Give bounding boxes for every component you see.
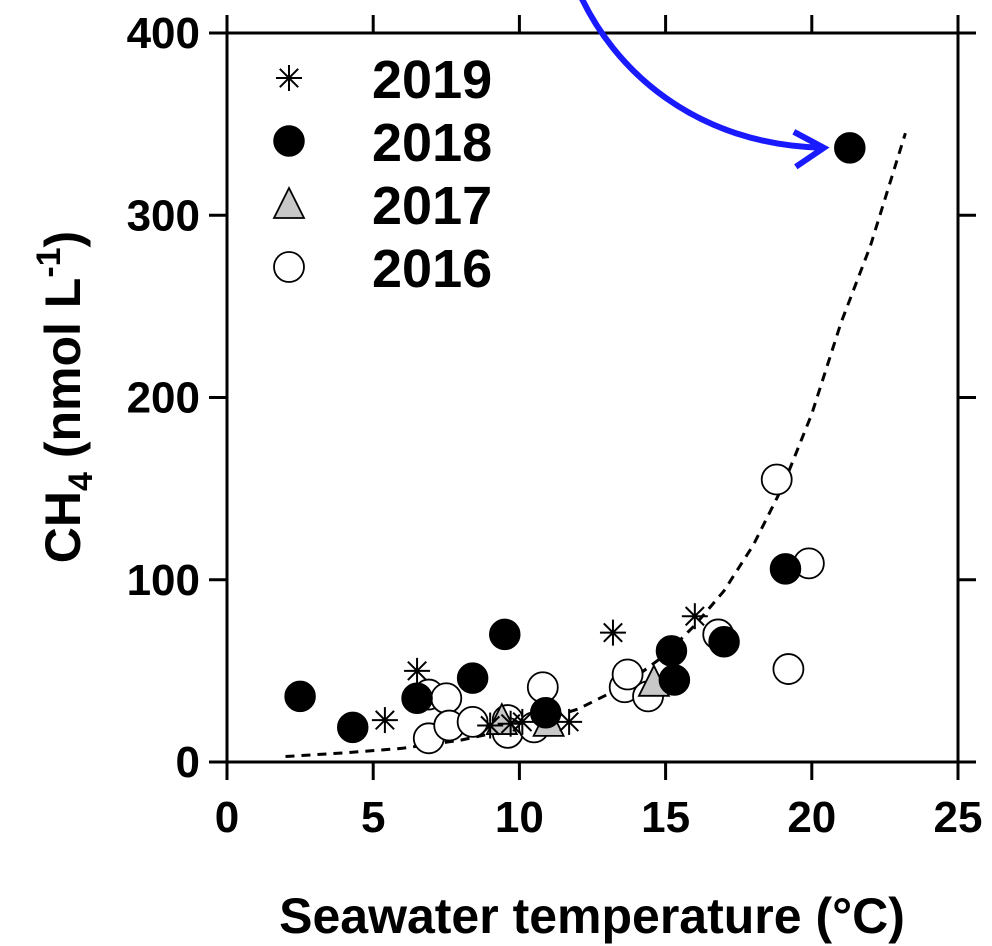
legend-label: 2017 <box>372 176 492 236</box>
legend-label: 2016 <box>372 239 492 299</box>
point-open-circle-shape <box>760 463 793 496</box>
point-asterisk <box>556 708 583 735</box>
point-asterisk-stroke <box>559 712 580 732</box>
x-tick-label: 0 <box>215 793 239 842</box>
point-filled-circle <box>336 711 369 744</box>
point-asterisk <box>599 619 626 646</box>
point-filled-circle-shape <box>284 680 316 713</box>
x-tick-label: 15 <box>641 793 690 842</box>
point-asterisk-stroke <box>684 606 705 627</box>
x-tick-label: 5 <box>361 793 385 842</box>
point-filled-circle <box>401 682 433 714</box>
point-filled-circle <box>658 664 691 696</box>
point-asterisk <box>371 707 398 734</box>
legend-marker-2018 <box>273 125 305 157</box>
point-filled-circle-shape <box>655 635 688 667</box>
point-filled-circle <box>655 635 688 667</box>
point-filled-circle <box>708 625 740 658</box>
point-filled-circle <box>456 662 489 694</box>
tick-labels: 0 5 10 15 20 25 0 100 200 300 400 <box>127 9 983 842</box>
legend-marker-2016 <box>273 251 305 283</box>
point-open-circle <box>760 463 793 496</box>
point-filled-circle-shape <box>401 682 433 714</box>
annotation-layer <box>579 0 830 170</box>
y-tick-label: 400 <box>127 9 200 58</box>
point-filled-circle <box>284 680 316 713</box>
point-filled-circle-shape <box>336 711 369 744</box>
axes <box>209 15 976 780</box>
point-gray-triangle-shape <box>485 702 519 735</box>
point-filled-circle-shape <box>658 664 691 696</box>
legend-marker-2018-shape <box>273 125 305 157</box>
point-asterisk-stroke <box>512 712 533 732</box>
point-asterisk-stroke <box>480 715 501 736</box>
y-axis-title-close: ) <box>35 231 91 248</box>
y-tick-label: 200 <box>127 374 200 423</box>
y-axis-title-unit: (nmol L <box>35 278 91 472</box>
x-tick-label: 25 <box>934 793 983 842</box>
point-open-circle-shape <box>611 658 644 691</box>
data-points <box>284 132 866 755</box>
point-filled-circle <box>769 553 802 585</box>
legend-marker-2019 <box>276 65 302 91</box>
point-asterisk <box>477 712 504 739</box>
point-asterisk-stroke <box>407 660 427 681</box>
legend-label: 2019 <box>372 50 492 110</box>
point-asterisk-stroke <box>603 622 623 643</box>
point-open-circle <box>772 653 805 685</box>
y-axis-title: CH4 (nmol L-1) <box>30 231 100 563</box>
x-tick-label: 10 <box>495 793 544 842</box>
point-asterisk <box>404 657 431 684</box>
point-filled-circle-shape <box>529 697 562 729</box>
point-open-circle-shape <box>430 682 463 715</box>
y-axis-title-subscript: 4 <box>62 472 100 491</box>
y-axis-title-main: CH <box>35 491 91 563</box>
y-axis-title-superscript: -1 <box>30 247 68 277</box>
point-asterisk <box>509 708 536 735</box>
point-filled-circle <box>489 618 521 651</box>
point-filled-circle-shape <box>834 132 866 164</box>
legend-label: 2018 <box>372 113 492 173</box>
point-open-circle <box>611 658 644 691</box>
point-filled-circle-shape <box>708 625 740 658</box>
legend-marker-2017 <box>272 185 306 219</box>
point-open-circle-shape <box>772 653 805 685</box>
y-tick-label: 300 <box>127 191 200 240</box>
point-gray-triangle <box>485 702 519 735</box>
point-asterisk <box>681 603 708 630</box>
x-axis-title: Seawater temperature (°C) <box>279 888 905 944</box>
point-filled-circle-shape <box>456 662 489 694</box>
legend-marker-2016-shape <box>273 251 305 283</box>
legend-marker-2019-stroke <box>279 68 299 88</box>
point-asterisk-stroke <box>374 710 395 730</box>
point-filled-circle-shape <box>489 618 521 651</box>
point-filled-circle <box>529 697 562 729</box>
legend-marker-2017-shape <box>272 185 306 219</box>
point-filled-circle <box>834 132 866 164</box>
annotation-arrow-shaft <box>579 0 824 151</box>
point-open-circle <box>430 682 463 715</box>
x-tick-label: 20 <box>787 793 836 842</box>
annotation-arrow-head <box>792 129 830 170</box>
point-filled-circle-shape <box>769 553 802 585</box>
y-tick-label: 100 <box>127 556 200 605</box>
y-tick-label: 0 <box>176 738 200 787</box>
